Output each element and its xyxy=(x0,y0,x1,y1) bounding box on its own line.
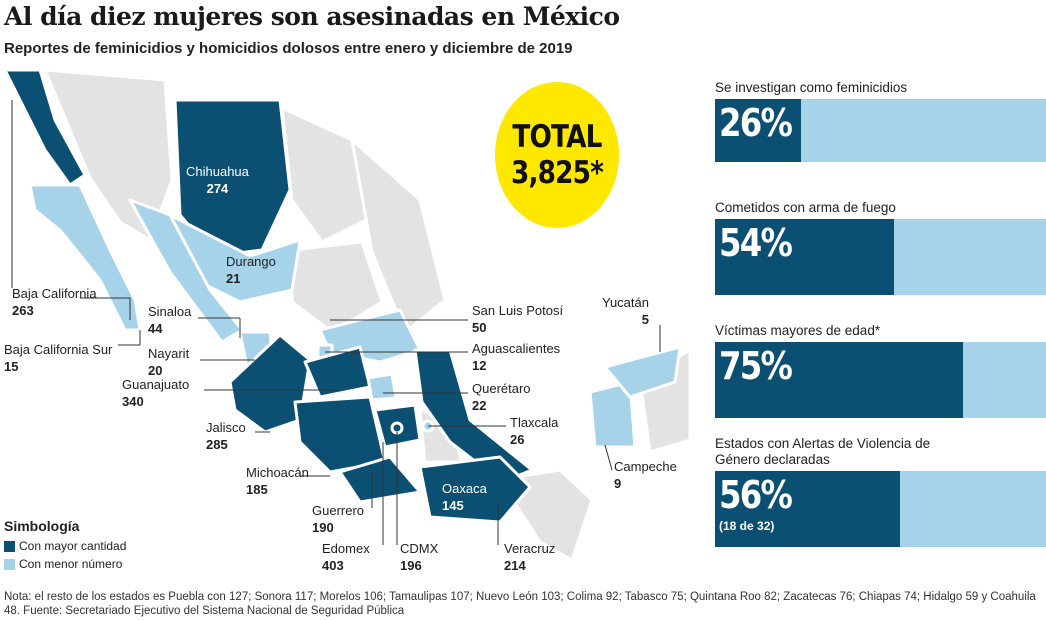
label-baja-california-sur: Baja California Sur 15 xyxy=(4,342,113,374)
label-edomex: Edomex 403 xyxy=(322,541,370,573)
label-michoacan: Michoacán 185 xyxy=(246,465,309,497)
label-durango: Durango 21 xyxy=(226,254,276,286)
label-sinaloa: Sinaloa 44 xyxy=(148,304,192,336)
legend-swatch-dark xyxy=(4,540,15,552)
label-jalisco: Jalisco 285 xyxy=(206,420,246,452)
state-sinaloa xyxy=(128,198,244,344)
state-cdmx xyxy=(390,421,404,435)
state-oaxaca xyxy=(418,455,532,524)
stat-percent: 26% xyxy=(719,101,793,145)
stat-bar-fill xyxy=(715,99,802,162)
stat-percent: 75% xyxy=(719,344,793,388)
stat-bar: 54% xyxy=(715,219,1046,295)
stat-alertas-genero: Estados con Alertas de Violencia de Géne… xyxy=(715,436,1046,547)
page-title: Al día diez mujeres son asesinadas en Mé… xyxy=(4,2,620,31)
state-chihuahua xyxy=(173,98,292,258)
legend-title: Simbología xyxy=(4,518,80,534)
leader-lines xyxy=(11,100,661,545)
label-san-luis-potosi: San Luis Potosí 50 xyxy=(472,303,564,335)
legend-label: Con mayor cantidad xyxy=(19,539,127,553)
stat-caption: Cometidos con arma de fuego xyxy=(715,200,896,215)
state-michoacan xyxy=(293,395,387,474)
stat-arma-fuego: Cometidos con arma de fuego 54% xyxy=(715,200,1046,295)
label-cdmx: CDMX 196 xyxy=(400,541,439,573)
mexico-map xyxy=(3,68,692,562)
stat-bar-fill xyxy=(715,342,964,418)
label-baja-california: Baja California 263 xyxy=(12,286,97,318)
state-campeche xyxy=(588,380,637,449)
state-queretaro xyxy=(366,372,398,402)
label-campeche: Campeche 9 xyxy=(614,459,677,491)
state-nuevo-leon-tamaulipas xyxy=(350,138,447,334)
stat-sub: (18 de 32) xyxy=(719,519,775,533)
label-tlaxcala: Tlaxcala 26 xyxy=(510,415,559,447)
label-aguascalientes: Aguascalientes 12 xyxy=(472,341,561,373)
legend-swatch-light xyxy=(4,558,15,570)
stat-percent: 54% xyxy=(719,221,793,265)
legend: Simbología Con mayor cantidad Con menor … xyxy=(4,518,126,573)
stat-mayores-edad: Víctimas mayores de edad* 75% xyxy=(715,323,1046,418)
stat-percent: 56% xyxy=(719,473,793,517)
page-subtitle: Reportes de feminicidios y homicidios do… xyxy=(4,40,573,57)
stat-bar-fill xyxy=(715,219,894,295)
legend-label: Con menor número xyxy=(19,557,123,571)
state-sonora xyxy=(43,68,174,242)
stat-caption: Estados con Alertas de Violencia de Géne… xyxy=(715,436,931,467)
label-nayarit: Nayarit 20 xyxy=(148,346,190,378)
stat-feminicidios: Se investigan como feminicidios 26% xyxy=(715,80,1046,162)
state-baja-california-sur xyxy=(28,183,142,332)
footnote: Nota: el resto de los estados es Puebla … xyxy=(4,591,1036,617)
stat-bar-fill xyxy=(715,471,901,547)
label-veracruz: Veracruz 214 xyxy=(504,541,556,573)
legend-item-mayor: Con mayor cantidad xyxy=(4,537,126,555)
label-queretaro: Querétaro 22 xyxy=(472,381,531,413)
label-chihuahua: Chihuahua 274 xyxy=(186,164,249,196)
state-guerrero xyxy=(338,455,422,504)
state-zacatecas xyxy=(290,240,384,334)
label-yucatan: Yucatán 5 xyxy=(602,295,649,327)
stat-bar: 56% (18 de 32) xyxy=(715,471,1046,547)
state-yucatan xyxy=(603,345,682,399)
legend-item-menor: Con menor número xyxy=(4,555,126,573)
label-oaxaca: Oaxaca 145 xyxy=(442,481,487,513)
stat-caption: Víctimas mayores de edad* xyxy=(715,323,881,338)
label-guerrero: Guerrero 190 xyxy=(312,503,365,535)
state-baja-california xyxy=(3,68,87,187)
total-value: 3,825* xyxy=(510,155,604,191)
stat-bar: 75% xyxy=(715,342,1046,418)
stat-bar: 26% xyxy=(715,99,1046,162)
total-circle: TOTAL 3,825* xyxy=(494,82,620,228)
label-guanajuato: Guanajuato 340 xyxy=(122,377,190,409)
stat-caption: Se investigan como feminicidios xyxy=(715,80,908,95)
total-label: TOTAL xyxy=(512,119,602,155)
